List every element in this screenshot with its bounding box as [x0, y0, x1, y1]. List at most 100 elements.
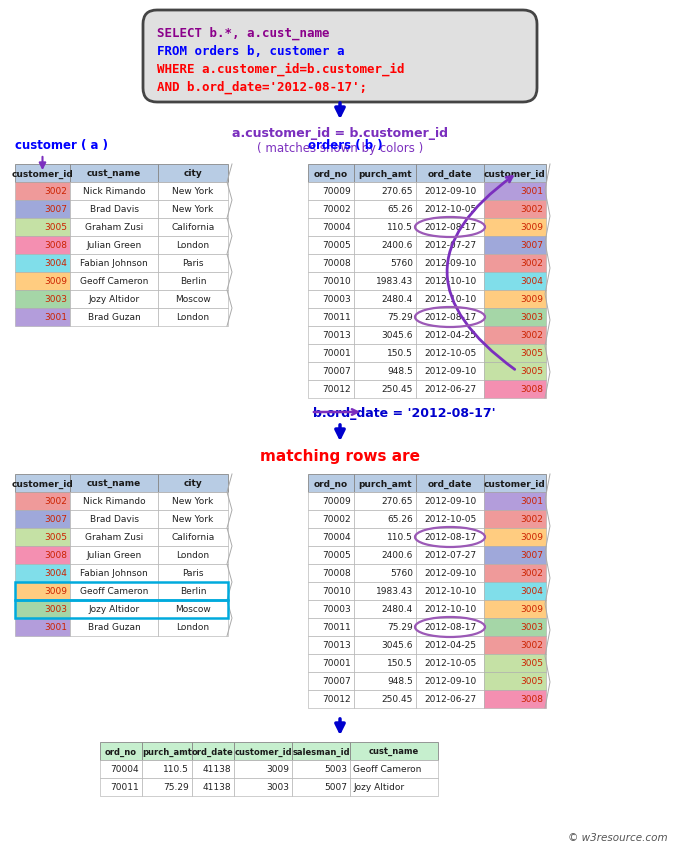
Text: ord_no: ord_no: [314, 479, 348, 488]
Bar: [416, 273, 484, 291]
Bar: [70, 528, 158, 546]
Bar: [15, 237, 70, 255]
Bar: [354, 255, 416, 273]
Text: 70012: 70012: [322, 385, 351, 394]
Bar: [70, 237, 158, 255]
Bar: [484, 475, 546, 492]
Bar: [70, 183, 158, 201]
Bar: [484, 636, 546, 654]
Bar: [70, 601, 158, 619]
Text: ord_no: ord_no: [314, 170, 348, 178]
Text: 70002: 70002: [322, 205, 351, 214]
Bar: [484, 528, 546, 546]
Text: Brad Davis: Brad Davis: [89, 205, 139, 214]
Text: ( matches shown by colors ): ( matches shown by colors ): [257, 141, 423, 155]
Text: 3007: 3007: [44, 205, 67, 214]
Text: 3003: 3003: [520, 623, 543, 632]
Text: purch_amt: purch_amt: [358, 479, 412, 488]
Bar: [15, 601, 228, 619]
Bar: [70, 308, 158, 326]
Text: salesman_id: salesman_id: [292, 746, 350, 756]
Text: 2012-08-17: 2012-08-17: [424, 532, 476, 542]
Text: 5007: 5007: [324, 783, 347, 792]
Bar: [15, 201, 70, 219]
Bar: [484, 546, 546, 564]
Bar: [70, 273, 158, 291]
Text: 3008: 3008: [44, 551, 67, 560]
Text: © w3resource.com: © w3resource.com: [568, 832, 668, 842]
Text: New York: New York: [172, 497, 214, 506]
Text: 3005: 3005: [520, 367, 543, 376]
Bar: [70, 201, 158, 219]
Bar: [416, 183, 484, 201]
Text: 2012-07-27: 2012-07-27: [424, 241, 476, 250]
Text: 70004: 70004: [111, 764, 139, 774]
Bar: [484, 344, 546, 363]
Text: London: London: [176, 241, 210, 250]
Bar: [308, 672, 354, 690]
Text: 2480.4: 2480.4: [382, 605, 413, 613]
Bar: [15, 219, 70, 237]
Bar: [70, 164, 158, 183]
Text: 70005: 70005: [322, 551, 351, 560]
Text: 70012: 70012: [322, 694, 351, 704]
Text: Nick Rimando: Nick Rimando: [83, 497, 145, 506]
Text: Geoff Cameron: Geoff Cameron: [80, 587, 148, 596]
Bar: [158, 183, 228, 201]
Text: 250.45: 250.45: [382, 385, 413, 394]
Bar: [70, 291, 158, 308]
Bar: [416, 564, 484, 582]
Text: 70004: 70004: [322, 532, 351, 542]
Text: 70007: 70007: [322, 676, 351, 686]
Bar: [15, 475, 70, 492]
Bar: [70, 492, 158, 510]
Bar: [70, 219, 158, 237]
Bar: [308, 564, 354, 582]
Text: Paris: Paris: [182, 569, 204, 578]
Text: 2012-10-10: 2012-10-10: [424, 605, 476, 613]
Text: 5760: 5760: [390, 569, 413, 578]
Bar: [158, 601, 228, 619]
Bar: [308, 164, 354, 183]
Text: 3045.6: 3045.6: [382, 331, 413, 340]
Text: 70008: 70008: [322, 259, 351, 268]
Text: cust_name: cust_name: [369, 746, 419, 756]
Text: 3001: 3001: [520, 497, 543, 506]
Bar: [416, 363, 484, 381]
Bar: [158, 564, 228, 582]
Bar: [308, 601, 354, 619]
Text: Geoff Cameron: Geoff Cameron: [80, 277, 148, 286]
Text: 2012-08-17: 2012-08-17: [424, 314, 476, 322]
Bar: [354, 201, 416, 219]
Text: Fabian Johnson: Fabian Johnson: [80, 569, 148, 578]
Bar: [142, 778, 192, 796]
Text: 3003: 3003: [44, 605, 67, 613]
Bar: [484, 492, 546, 510]
Bar: [292, 760, 350, 778]
Bar: [484, 308, 546, 326]
Bar: [416, 690, 484, 708]
Bar: [416, 528, 484, 546]
Text: customer_id: customer_id: [234, 746, 292, 756]
Bar: [416, 381, 484, 399]
Bar: [416, 255, 484, 273]
Text: WHERE a.customer_id=b.customer_id: WHERE a.customer_id=b.customer_id: [157, 63, 404, 77]
Text: 2400.6: 2400.6: [382, 551, 413, 560]
Text: 70008: 70008: [322, 569, 351, 578]
Text: 65.26: 65.26: [387, 515, 413, 524]
Text: 3008: 3008: [520, 385, 543, 394]
Bar: [308, 619, 354, 636]
Bar: [308, 636, 354, 654]
Text: New York: New York: [172, 515, 214, 524]
Text: 3004: 3004: [520, 277, 543, 286]
Text: 1983.43: 1983.43: [376, 587, 413, 596]
Bar: [416, 291, 484, 308]
Bar: [70, 546, 158, 564]
Text: London: London: [176, 314, 210, 322]
Bar: [158, 273, 228, 291]
Text: London: London: [176, 623, 210, 632]
Bar: [308, 546, 354, 564]
Text: 3002: 3002: [44, 497, 67, 506]
Text: 2012-10-05: 2012-10-05: [424, 659, 476, 668]
Text: 3009: 3009: [520, 605, 543, 613]
